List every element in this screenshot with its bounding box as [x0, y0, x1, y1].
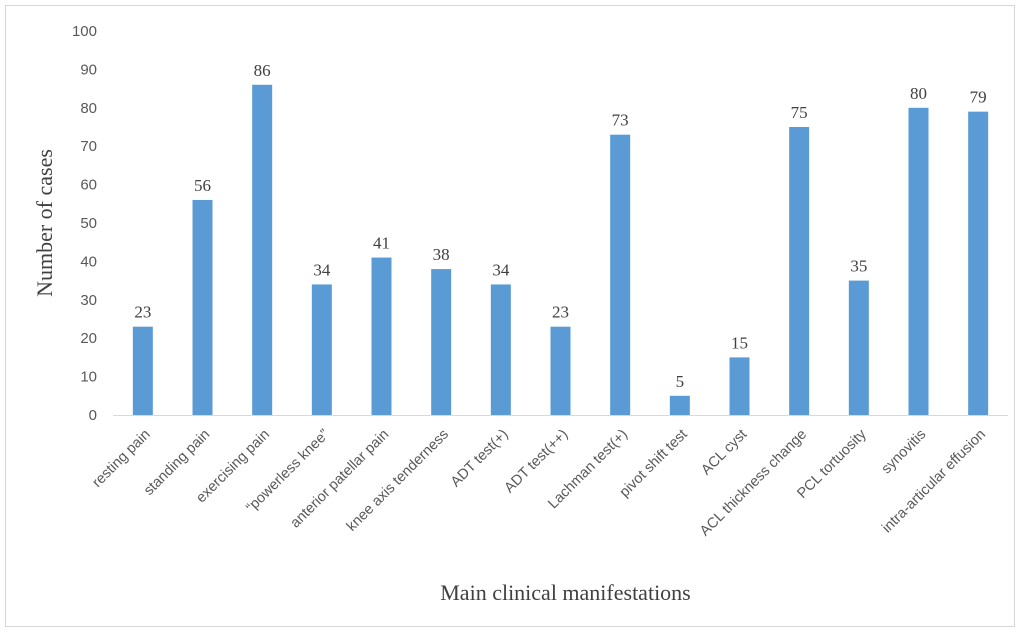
category-label: ACL cyst — [698, 427, 750, 479]
data-label: 80 — [910, 84, 927, 103]
category-label: knee axis tenderness — [344, 427, 452, 535]
y-tick-label: 90 — [80, 61, 97, 78]
y-tick-label: 100 — [72, 23, 97, 40]
bar — [968, 111, 989, 415]
bar — [789, 127, 810, 415]
data-label: 75 — [791, 103, 808, 122]
data-label: 86 — [254, 61, 271, 80]
x-axis-title: Main clinical manifestations — [440, 580, 691, 605]
bars — [132, 84, 989, 416]
y-tick-label: 0 — [89, 407, 97, 424]
data-label: 56 — [194, 176, 211, 195]
data-label: 15 — [731, 333, 748, 352]
y-tick-label: 70 — [80, 138, 97, 155]
category-label: ADT test(+) — [448, 427, 512, 491]
category-label: ACL thickness change — [697, 427, 810, 540]
bar — [192, 199, 213, 415]
y-tick-label: 50 — [80, 215, 97, 232]
y-tick-label: 20 — [80, 330, 97, 347]
y-axis-title: Number of cases — [32, 149, 57, 297]
bar — [371, 257, 392, 415]
data-label: 34 — [313, 260, 331, 279]
category-label: intra-articular effusion — [879, 427, 989, 537]
category-label: synovitis — [879, 427, 930, 478]
bar — [311, 284, 332, 415]
bar — [550, 326, 571, 415]
bar — [729, 357, 750, 415]
y-axis-ticks: 0 10 20 30 40 50 60 70 80 90 100 — [72, 23, 97, 424]
y-tick-label: 80 — [80, 100, 97, 117]
bar — [669, 395, 690, 415]
bar — [431, 269, 452, 415]
data-label: 41 — [373, 234, 390, 253]
y-tick-label: 60 — [80, 177, 97, 194]
bar — [908, 107, 929, 416]
category-label: resting pain — [89, 427, 153, 491]
y-tick-label: 10 — [80, 369, 97, 386]
bar — [610, 134, 631, 415]
y-tick-label: 30 — [80, 292, 97, 309]
data-label: 5 — [676, 372, 685, 391]
data-label: 34 — [492, 260, 510, 279]
bar — [252, 84, 273, 415]
data-label: 23 — [552, 303, 569, 322]
data-label: 38 — [433, 245, 450, 264]
y-tick-label: 40 — [80, 253, 97, 270]
data-labels: 23 56 86 34 41 38 34 23 73 5 15 75 35 80 79 — [134, 61, 986, 391]
bar — [132, 326, 153, 415]
bar — [490, 284, 511, 415]
bar — [848, 280, 869, 415]
data-label: 73 — [612, 111, 629, 130]
data-label: 79 — [970, 88, 987, 107]
category-label: anterior patellar pain — [288, 427, 393, 532]
data-label: 35 — [850, 257, 867, 276]
data-label: 23 — [134, 303, 151, 322]
